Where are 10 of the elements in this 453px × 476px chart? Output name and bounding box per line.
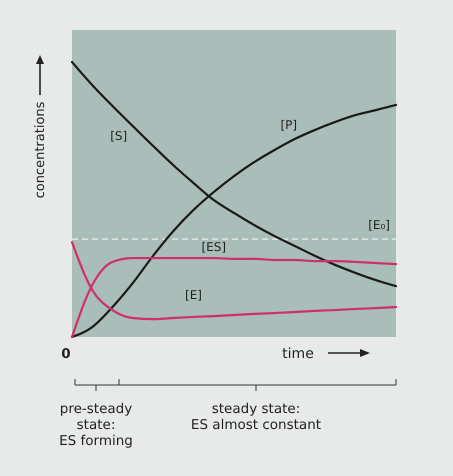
series-label: [P] — [280, 118, 298, 132]
text: pre-steady state: ES forming — [59, 401, 133, 449]
text: steady state: ES almost constant — [190, 401, 322, 433]
series-label: [ES] — [201, 240, 226, 254]
series-label: [S] — [110, 129, 128, 144]
x-axis-title: time — [282, 346, 314, 362]
ref-line-label: [E₀] — [368, 218, 390, 232]
text: 0 — [61, 346, 71, 362]
y-axis-title: concentrations — [33, 101, 48, 198]
series-label: [E] — [185, 288, 202, 302]
